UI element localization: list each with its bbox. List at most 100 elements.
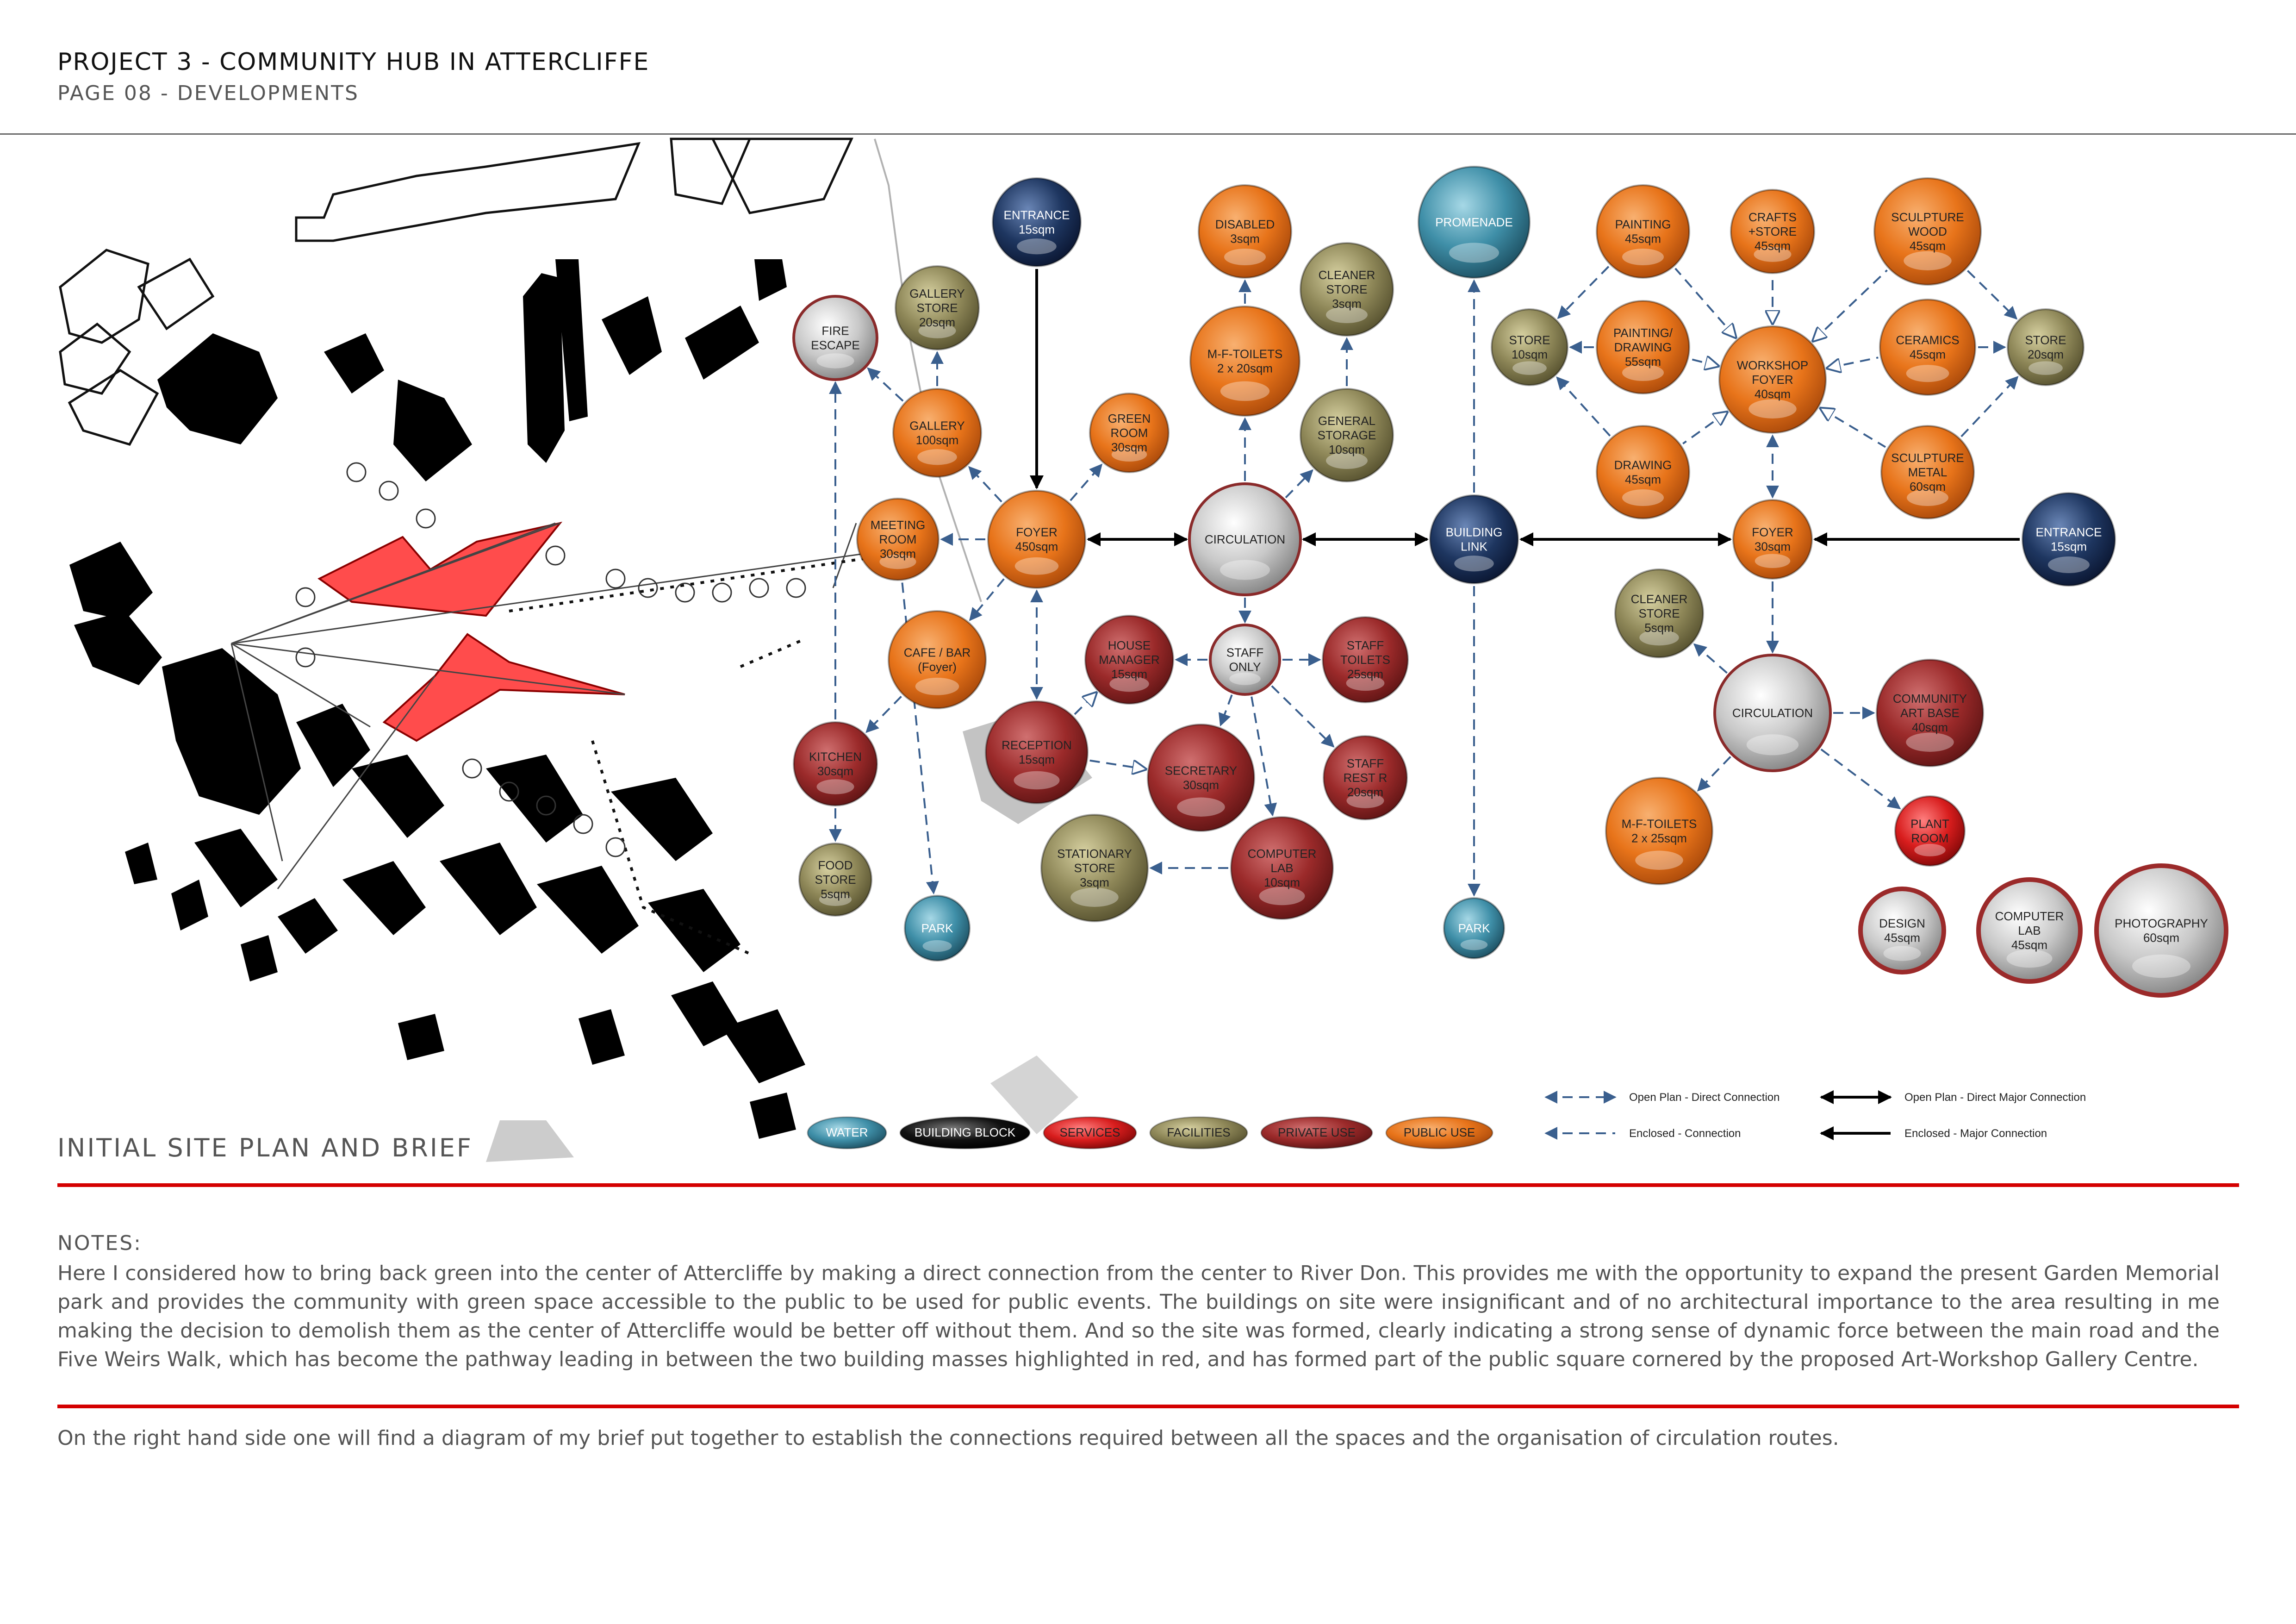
node-label: 10sqm <box>1329 443 1365 456</box>
node-label: 30sqm <box>1183 778 1219 792</box>
node-label: CAFE / BAR <box>904 646 971 660</box>
node-label: SECRETARY <box>1165 764 1238 778</box>
node-label: 30sqm <box>1755 540 1791 554</box>
link-staff-only-to-staff-rest <box>1271 685 1335 748</box>
red-highlighted-masses <box>317 521 625 742</box>
node-label: ART BASE <box>1900 706 1960 720</box>
legend-pill-label: PUBLIC USE <box>1404 1125 1475 1139</box>
node-label: 2 x 25sqm <box>1631 831 1687 845</box>
legend-pill-private: PRIVATE USE <box>1260 1116 1373 1149</box>
page-subtitle: PAGE 08 - DEVELOPMENTS <box>57 81 359 105</box>
link-circulation2-to-plant-room <box>1820 748 1901 810</box>
node-label: 15sqm <box>1019 753 1055 767</box>
legend-line-label: Open Plan - Direct Connection <box>1629 1091 1780 1104</box>
node-label: 40sqm <box>1912 720 1948 734</box>
node-label: 100sqm <box>916 433 959 447</box>
node-label: 30sqm <box>880 547 916 561</box>
legend-pill-public: PUBLIC USE <box>1385 1116 1493 1149</box>
legend-line-1: Enclosed - Connection <box>1544 1127 1741 1140</box>
space-nodes: ENTRANCE15sqmGALLERYSTORE20sqmFIREESCAPE… <box>792 166 2228 998</box>
node-label: BUILDING <box>1446 525 1503 539</box>
brief-diagram: ENTRANCE15sqmGALLERYSTORE20sqmFIREESCAPE… <box>59 137 2228 1162</box>
node-label: DRAWING <box>1614 340 1672 354</box>
legend-line-0: Open Plan - Direct Connection <box>1544 1091 1780 1104</box>
node-label: 10sqm <box>1264 875 1300 889</box>
node-label: LINK <box>1461 540 1487 554</box>
node-label: DISABLED <box>1215 218 1275 231</box>
link-circulation2-to-mf-toilets2 <box>1697 756 1731 792</box>
node-label: STATIONARY <box>1057 847 1132 861</box>
node-label: METAL <box>1908 465 1948 479</box>
node-label: 45sqm <box>1884 931 1920 945</box>
node-label: STAFF <box>1347 638 1384 652</box>
node-label: 60sqm <box>2143 931 2179 945</box>
node-label: STORE <box>916 301 958 315</box>
node-label: CIRCULATION <box>1205 532 1285 546</box>
dotted-paths <box>509 550 917 955</box>
node-circulation1: CIRCULATION <box>1188 482 1302 596</box>
link-cafe-to-kitchen <box>865 695 902 733</box>
node-label: 15sqm <box>1019 223 1055 237</box>
node-label: 45sqm <box>1625 473 1661 487</box>
node-label: 3sqm <box>1332 297 1362 311</box>
node-label: SCULPTURE <box>1891 451 1964 465</box>
node-label: KITCHEN <box>809 750 862 764</box>
node-label: PHOTOGRAPHY <box>2115 917 2208 931</box>
node-label: DESIGN <box>1879 917 1925 931</box>
node-label: ROOM <box>879 532 917 546</box>
node-label: 45sqm <box>1910 239 1946 253</box>
node-label: GREEN <box>1108 412 1151 425</box>
node-label: MANAGER <box>1099 653 1159 667</box>
node-label: COMPUTER <box>1248 847 1317 861</box>
node-label: HOUSE <box>1108 638 1151 652</box>
header-divider <box>0 133 2296 135</box>
link-reception-to-house-manager <box>1074 693 1096 715</box>
node-label: LAB <box>2018 924 2041 937</box>
node-label: TOILETS <box>1340 653 1390 667</box>
red-divider-top <box>57 1183 2239 1187</box>
legend-pill-building-block: BUILDING BLOCK <box>899 1116 1031 1149</box>
node-label: STORE <box>815 873 856 887</box>
node-label: DRAWING <box>1614 458 1672 472</box>
node-label: 30sqm <box>817 764 853 778</box>
node-label: 20sqm <box>2028 348 2064 362</box>
legend-pills: WATER BUILDING BLOCK SERVICES FACILITIES PRI… <box>807 1116 1493 1149</box>
link-foyer1-to-gallery <box>968 466 1002 503</box>
node-label: 55sqm <box>1625 355 1661 369</box>
link-foyer1-to-green-room <box>1070 463 1103 501</box>
node-label: LAB <box>1270 861 1293 875</box>
link-staff-only-to-computer-lab1 <box>1251 696 1277 817</box>
node-label: GALLERY <box>909 419 964 433</box>
node-label: ESCAPE <box>811 338 860 352</box>
node-label: MEETING <box>871 518 925 532</box>
node-label: CLEANER <box>1319 268 1375 282</box>
node-label: STORE <box>2025 333 2066 347</box>
node-label: ENTRANCE <box>1003 208 1070 222</box>
site-outline-buildings <box>59 137 853 446</box>
legend-line-3: Enclosed - Major Connection <box>1820 1126 2047 1140</box>
notes-paragraph-2: On the right hand side one will find a d… <box>57 1426 1839 1450</box>
legend-pill-water: WATER <box>807 1116 887 1149</box>
